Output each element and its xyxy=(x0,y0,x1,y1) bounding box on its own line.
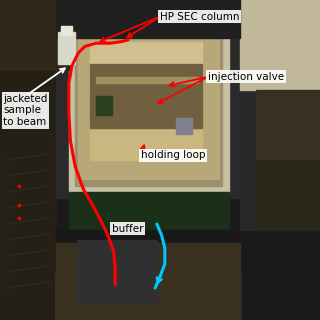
Bar xyxy=(256,160,320,230)
Bar xyxy=(96,96,112,115)
Bar xyxy=(176,118,192,134)
Bar xyxy=(56,0,240,198)
Bar xyxy=(56,243,240,320)
Bar xyxy=(77,240,157,304)
Bar xyxy=(56,230,240,243)
Bar xyxy=(0,102,56,320)
Bar xyxy=(56,272,240,320)
Bar xyxy=(58,32,75,64)
Text: injection valve: injection valve xyxy=(208,72,284,82)
Text: jacketed
sample
to beam: jacketed sample to beam xyxy=(3,94,48,127)
Bar xyxy=(240,0,320,230)
Bar xyxy=(69,192,229,234)
Bar xyxy=(0,0,70,70)
Bar xyxy=(90,58,202,160)
Bar xyxy=(0,0,56,58)
Text: buffer: buffer xyxy=(112,224,143,234)
Text: HP SEC column: HP SEC column xyxy=(160,12,239,22)
Bar xyxy=(69,6,229,192)
Bar xyxy=(78,38,219,179)
Text: holding loop: holding loop xyxy=(141,150,205,160)
Bar xyxy=(75,32,222,186)
Bar xyxy=(0,0,56,320)
Bar xyxy=(90,42,202,90)
Bar xyxy=(96,77,198,83)
Bar xyxy=(90,64,202,128)
Bar xyxy=(56,0,240,38)
Bar xyxy=(61,26,72,35)
Bar xyxy=(256,90,320,160)
Bar xyxy=(0,0,56,102)
Bar xyxy=(240,0,320,90)
